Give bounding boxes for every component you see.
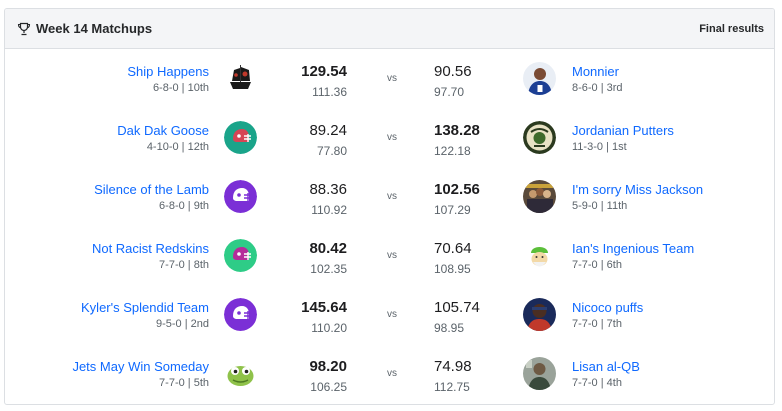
matchups-card: Week 14 Matchups Final results Ship Happ… <box>4 8 775 405</box>
matchup-row[interactable]: Dak Dak Goose 4-10-0 | 12th 89.24 77.80 … <box>5 109 774 168</box>
team-name-link[interactable]: Not Racist Redskins <box>91 241 209 256</box>
team-record: 9-5-0 | 2nd <box>155 318 209 330</box>
left-team: Silence of the Lamb 6-8-0 | 9th <box>94 182 209 214</box>
team-record: 7-7-0 | 8th <box>159 259 209 271</box>
matchup-row[interactable]: Kyler's Splendid Team 9-5-0 | 2nd 145.64… <box>5 286 774 345</box>
left-team: Jets May Win Someday 7-7-0 | 5th <box>72 359 209 391</box>
team-name-link[interactable]: Ship Happens <box>127 64 209 79</box>
vs-label: vs <box>387 368 397 379</box>
team-name-link[interactable]: Monnier <box>572 64 619 79</box>
cartoon-avatar[interactable] <box>523 239 556 272</box>
team-name-link[interactable]: Nicoco puffs <box>572 300 644 315</box>
team-record: 6-8-0 | 9th <box>159 200 209 212</box>
matchup-row[interactable]: Not Racist Redskins 7-7-0 | 8th 80.42 10… <box>5 227 774 286</box>
team-score: 89.24 <box>309 122 347 139</box>
vs-label: vs <box>387 250 397 261</box>
team-record: 11-3-0 | 1st <box>572 141 627 153</box>
player-photo-avatar[interactable] <box>523 298 556 331</box>
vs-label: vs <box>387 132 397 143</box>
page-title: Week 14 Matchups <box>36 21 153 36</box>
projected-score: 112.75 <box>434 380 470 394</box>
team-score: 70.64 <box>434 240 472 257</box>
team-record: 6-8-0 | 10th <box>152 82 209 94</box>
projected-score: 111.36 <box>312 85 347 99</box>
team-name-link[interactable]: Dak Dak Goose <box>117 123 209 138</box>
team-record: 7-7-0 | 4th <box>572 377 622 389</box>
right-team: Jordanian Putters 11-3-0 | 1st <box>572 123 674 155</box>
right-team: Nicoco puffs 7-7-0 | 7th <box>572 300 643 332</box>
helmet-avatar[interactable] <box>224 298 257 331</box>
photo-avatar[interactable] <box>523 357 556 390</box>
team-name-link[interactable]: I'm sorry Miss Jackson <box>572 182 704 197</box>
projected-score: 110.92 <box>311 203 347 217</box>
team-record: 5-9-0 | 11th <box>572 200 628 212</box>
team-record: 7-7-0 | 7th <box>572 318 622 330</box>
cartoon-lizard-avatar[interactable] <box>224 357 257 390</box>
projected-score: 122.18 <box>434 144 471 158</box>
pirate-ship-avatar[interactable] <box>224 62 257 95</box>
left-team: Dak Dak Goose 4-10-0 | 12th <box>117 123 209 155</box>
right-team: Lisan al-QB 7-7-0 | 4th <box>572 359 640 391</box>
team-score: 90.56 <box>434 63 472 80</box>
team-name-link[interactable]: Ian's Ingenious Team <box>572 241 695 256</box>
team-score: 98.20 <box>309 358 347 375</box>
projected-score: 107.29 <box>434 203 471 217</box>
projected-score: 110.20 <box>311 321 347 335</box>
matchup-row[interactable]: Jets May Win Someday 7-7-0 | 5th 98.20 1… <box>5 345 774 404</box>
right-team: I'm sorry Miss Jackson 5-9-0 | 11th <box>572 182 703 214</box>
right-team: Monnier 8-6-0 | 3rd <box>572 64 623 96</box>
right-team: Ian's Ingenious Team 7-7-0 | 6th <box>572 241 694 273</box>
team-record: 8-6-0 | 3rd <box>572 82 623 94</box>
matchup-row[interactable]: Silence of the Lamb 6-8-0 | 9th 88.36 11… <box>5 168 774 227</box>
team-score: 105.74 <box>434 299 480 316</box>
team-name-link[interactable]: Kyler's Splendid Team <box>81 300 209 315</box>
group-photo-avatar[interactable] <box>523 180 556 213</box>
helmet-avatar[interactable] <box>224 239 257 272</box>
crest-avatar[interactable] <box>523 121 556 154</box>
team-score: 138.28 <box>434 122 480 139</box>
team-score: 102.56 <box>434 181 480 198</box>
vs-label: vs <box>387 191 397 202</box>
matchups-header: Week 14 Matchups Final results <box>5 9 774 49</box>
projected-score: 77.80 <box>316 144 347 158</box>
helmet-avatar[interactable] <box>224 180 257 213</box>
left-team: Ship Happens 6-8-0 | 10th <box>127 64 209 96</box>
projected-score: 97.70 <box>434 85 465 99</box>
team-score: 129.54 <box>301 63 347 80</box>
team-name-link[interactable]: Silence of the Lamb <box>94 182 209 197</box>
projected-score: 108.95 <box>434 262 471 276</box>
projected-score: 106.25 <box>310 380 347 394</box>
team-score: 74.98 <box>434 358 472 375</box>
team-name-link[interactable]: Jets May Win Someday <box>72 359 209 374</box>
team-score: 88.36 <box>309 181 347 198</box>
results-status: Final results <box>699 22 764 35</box>
team-record: 4-10-0 | 12th <box>146 141 209 153</box>
left-team: Not Racist Redskins 7-7-0 | 8th <box>92 241 209 273</box>
vs-label: vs <box>387 309 397 320</box>
left-team: Kyler's Splendid Team 9-5-0 | 2nd <box>81 300 209 332</box>
player-photo-avatar[interactable] <box>523 62 556 95</box>
team-name-link[interactable]: Lisan al-QB <box>572 359 640 374</box>
projected-score: 102.35 <box>310 262 347 276</box>
helmet-avatar[interactable] <box>224 121 257 154</box>
header-title: Week 14 Matchups <box>17 21 152 36</box>
trophy-icon <box>17 22 31 35</box>
vs-label: vs <box>387 73 397 84</box>
team-record: 7-7-0 | 5th <box>159 377 209 389</box>
team-record: 7-7-0 | 6th <box>572 259 622 271</box>
matchup-row[interactable]: Ship Happens 6-8-0 | 10th 129.54 111.36 … <box>5 50 774 109</box>
team-score: 145.64 <box>301 299 347 316</box>
projected-score: 98.95 <box>434 321 465 335</box>
team-name-link[interactable]: Jordanian Putters <box>572 123 674 138</box>
team-score: 80.42 <box>309 240 347 257</box>
